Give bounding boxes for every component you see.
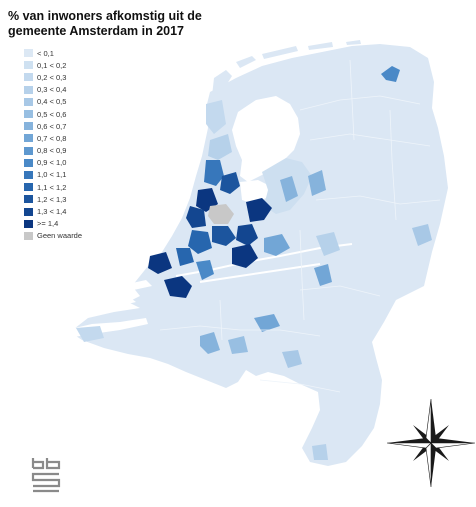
region-amersfoort: [264, 234, 290, 256]
legend-swatch: [24, 219, 33, 228]
haringvliet: [118, 280, 152, 292]
region-breda: [200, 332, 220, 354]
legend-item: 0,4 < 0,5: [24, 96, 82, 108]
legend-label: 0,9 < 1,0: [37, 158, 67, 168]
legend-item: 1,0 < 1,1: [24, 169, 82, 181]
map-title-line-1: % van inwoners afkomstig uit de: [8, 9, 202, 23]
legend-swatch: [24, 134, 33, 143]
legend-swatch: [24, 110, 33, 119]
compass-rose-icon: [386, 398, 476, 488]
markermeer: [240, 180, 270, 204]
region-lauwersmeer: [381, 66, 400, 82]
region-haarlemmermeer: [188, 230, 212, 254]
legend-swatch: [24, 146, 33, 155]
region-utrecht: [232, 244, 258, 268]
legend-item: >= 1,4: [24, 218, 82, 230]
region-gouda: [196, 260, 214, 280]
legend-swatch: [24, 170, 33, 179]
legend-label: < 0,1: [37, 48, 54, 58]
legend-item: 0,5 < 0,6: [24, 108, 82, 120]
region-enschede: [412, 224, 432, 246]
legend-item: 1,3 < 1,4: [24, 205, 82, 217]
legend-label: 1,0 < 1,1: [37, 170, 67, 180]
island-schiermonnikoog: [346, 40, 361, 45]
region-zeeland-west: [76, 326, 104, 342]
map-title: % van inwoners afkomstig uit de gemeente…: [8, 9, 248, 39]
region-nh-north: [206, 100, 226, 134]
legend-item: 0,2 < 0,3: [24, 71, 82, 83]
legend-item: < 0,1: [24, 47, 82, 59]
region-leiden: [176, 248, 194, 266]
region-rotterdam: [164, 276, 192, 298]
legend-label: 0,4 < 0,5: [37, 97, 67, 107]
island-vlieland: [236, 56, 256, 68]
region-haarlem: [186, 206, 206, 228]
legend-label: 0,6 < 0,7: [37, 121, 67, 131]
legend-label: 0,5 < 0,6: [37, 109, 67, 119]
legend-label: 0,8 < 0,9: [37, 146, 67, 156]
legend-swatch: [24, 122, 33, 131]
oosterschelde: [100, 296, 136, 308]
region-hilversum: [236, 224, 258, 246]
legend-label: 1,1 < 1,2: [37, 182, 67, 192]
regions: [76, 66, 432, 460]
region-maastricht: [312, 444, 328, 460]
legend-label: 0,1 < 0,2: [37, 60, 67, 70]
legend-swatch: [24, 97, 33, 106]
region-almere: [246, 198, 272, 222]
legend-swatch: [24, 85, 33, 94]
legend-swatch: [24, 73, 33, 82]
region-zwolle: [308, 170, 326, 196]
legend-swatch: [24, 158, 33, 167]
legend-item: 1,2 < 1,3: [24, 193, 82, 205]
region-amstelveen: [212, 226, 236, 246]
legend-label: >= 1,4: [37, 219, 59, 229]
legend-label: Geen waarde: [37, 231, 83, 241]
region-arnhem: [314, 264, 332, 286]
legend-swatch: [24, 183, 33, 192]
region-amsterdam: [208, 204, 234, 224]
region-den-haag: [148, 252, 172, 274]
legend-label: 0,3 < 0,4: [37, 85, 67, 95]
region-eindhoven: [282, 350, 302, 368]
legend-swatch: [24, 207, 33, 216]
legend-label: 0,7 < 0,8: [37, 133, 67, 143]
legend-item: Geen waarde: [24, 230, 82, 242]
land-base: [70, 44, 448, 466]
legend-item: 0,6 < 0,7: [24, 120, 82, 132]
island-texel: [212, 70, 232, 96]
legend-item: 0,3 < 0,4: [24, 84, 82, 96]
legend-item: 1,1 < 1,2: [24, 181, 82, 193]
legend-label: 1,3 < 1,4: [37, 207, 67, 217]
island-ameland: [308, 42, 333, 50]
region-alkmaar: [204, 160, 224, 186]
region-nh-mid: [208, 134, 232, 160]
legend-item: 0,8 < 0,9: [24, 145, 82, 157]
legend-item: 0,7 < 0,8: [24, 132, 82, 144]
region-lelystad: [280, 176, 298, 202]
legend-swatch: [24, 195, 33, 204]
legend-label: 1,2 < 1,3: [37, 194, 67, 204]
region-apeldoorn: [316, 232, 340, 256]
island-terschelling: [262, 46, 298, 59]
municipal-borders: [159, 59, 441, 393]
region-tilburg: [228, 336, 248, 354]
legend-label: 0,2 < 0,3: [37, 72, 67, 82]
cbs-logo-icon: [31, 458, 61, 493]
region-den-bosch: [254, 314, 280, 332]
legend-swatch: [24, 49, 33, 58]
legend-swatch: [24, 61, 33, 70]
region-purmerend: [220, 172, 240, 194]
legend-item: 0,9 < 1,0: [24, 157, 82, 169]
legend-swatch: [24, 231, 33, 240]
map-title-line-2: gemeente Amsterdam in 2017: [8, 24, 185, 38]
legend-item: 0,1 < 0,2: [24, 59, 82, 71]
map-legend: < 0,1 0,1 < 0,2 0,2 < 0,3 0,3 < 0,4 0,4 < 0,…: [24, 47, 82, 242]
